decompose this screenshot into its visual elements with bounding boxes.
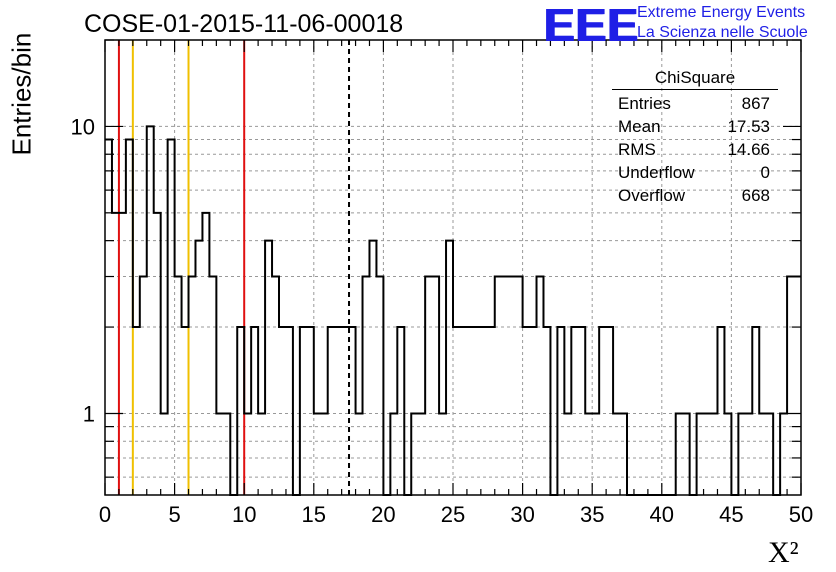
chart-title: COSE-01-2015-11-06-00018 xyxy=(84,10,404,38)
x-tick-label: 25 xyxy=(441,502,465,527)
stats-row: Overflow 668 xyxy=(612,184,778,207)
x-tick-label: 35 xyxy=(580,502,604,527)
x-tick-label: 0 xyxy=(99,502,111,527)
axes xyxy=(104,39,802,496)
stats-label: Overflow xyxy=(618,186,686,205)
x-tick-label: 20 xyxy=(371,502,395,527)
y-tick-label: 1 xyxy=(83,401,95,426)
stats-title: ChiSquare xyxy=(612,68,778,90)
stats-label: Underflow xyxy=(618,163,695,182)
x-tick-label: 30 xyxy=(510,502,534,527)
stats-value: 668 xyxy=(741,186,770,205)
stats-row: RMS 14.66 xyxy=(612,138,778,161)
stats-row: Mean 17.53 xyxy=(612,115,778,138)
x-tick-label: 40 xyxy=(650,502,674,527)
x-tick-label: 50 xyxy=(789,502,813,527)
x-tick-label: 15 xyxy=(302,502,326,527)
stats-row: Underflow 0 xyxy=(612,161,778,184)
x-axis-label: X² xyxy=(768,536,799,569)
stats-label: Mean xyxy=(618,117,661,136)
x-tick-label: 10 xyxy=(232,502,256,527)
y-tick-label: 10 xyxy=(71,114,95,139)
logo-text-line2: La Scienza nelle Scuole xyxy=(637,24,808,41)
y-axis-label: Entries/bin xyxy=(6,32,37,156)
stats-rows: Entries 867 Mean 17.53 RMS 14.66 Underflow 0 Ove… xyxy=(612,92,778,207)
eee-logo-mark: EEE xyxy=(544,0,640,51)
stats-box: ChiSquare Entries 867 Mean 17.53 RMS 14.66 Und… xyxy=(612,68,778,207)
stats-value: 17.53 xyxy=(727,117,770,136)
x-tick-label: 45 xyxy=(719,502,743,527)
x-tick-label: 5 xyxy=(168,502,180,527)
stats-value: 14.66 xyxy=(727,140,770,159)
logo-text-line1: Extreme Energy Events xyxy=(637,4,806,21)
stats-label: Entries xyxy=(618,94,671,113)
y-tick-labels: 1 10 xyxy=(71,114,95,426)
x-tick-labels: 0 5 10 15 20 25 30 35 40 45 50 xyxy=(99,502,813,527)
stats-label: RMS xyxy=(618,140,656,159)
stats-row: Entries 867 xyxy=(612,92,778,115)
stats-value: 0 xyxy=(760,163,770,182)
histogram-outline xyxy=(105,125,801,496)
stats-value: 867 xyxy=(741,94,770,113)
